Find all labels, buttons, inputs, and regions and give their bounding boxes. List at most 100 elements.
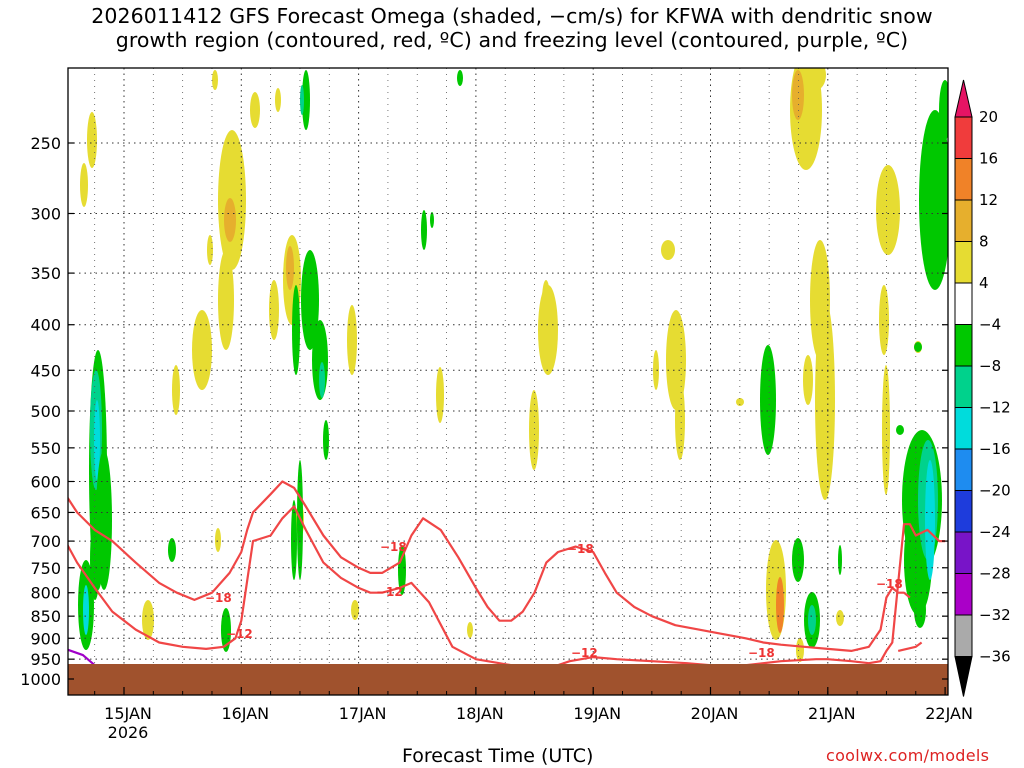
credit-link[interactable]: coolwx.com/models xyxy=(826,746,990,765)
omega-region-yellow xyxy=(347,305,357,375)
omega-region-yellow xyxy=(80,163,88,207)
colorbar-label: −12 xyxy=(979,399,1011,417)
y-tick-label: 400 xyxy=(30,316,61,335)
colorbar-box xyxy=(954,282,973,325)
colorbar-label: 20 xyxy=(979,108,998,126)
omega-region-yellow xyxy=(142,600,154,640)
omega-region-yellow xyxy=(87,112,97,168)
x-tick-label: 19JAN xyxy=(573,704,621,723)
omega-region-yellow xyxy=(542,280,550,320)
colorbar: 20 16 12 8 4 −4 −8 −12 −16 −20 −24 −28 −32 −36 xyxy=(954,79,1011,697)
y-tick-label: 750 xyxy=(30,559,61,578)
omega-region-yellow xyxy=(661,240,675,260)
y-tick-label: 300 xyxy=(30,204,61,223)
x-axis: 15JAN 16JAN 17JAN 18JAN 19JAN 20JAN 21JAN 22JAN… xyxy=(94,687,973,742)
omega-region-yellow xyxy=(275,88,281,112)
omega-region-green xyxy=(168,538,176,562)
contour-label: −12 xyxy=(376,585,403,599)
y-tick-label: 900 xyxy=(30,629,61,648)
ground xyxy=(68,664,948,695)
colorbar-label: −28 xyxy=(979,565,1011,583)
contour-label: −18 xyxy=(748,646,775,660)
title-line-1: 2026011412 GFS Forecast Omega (shaded, −… xyxy=(91,4,933,28)
omega-region-yellow xyxy=(529,390,539,470)
colorbar-label: 8 xyxy=(979,233,989,251)
colorbar-label: −16 xyxy=(979,440,1011,458)
x-tick-label: 22JAN xyxy=(925,704,973,723)
colorbar-box xyxy=(954,573,973,616)
omega-region-cyan xyxy=(83,585,89,635)
omega-region-light_orange xyxy=(792,70,804,120)
contour-line xyxy=(897,641,923,652)
y-tick-label: 350 xyxy=(30,264,61,283)
colorbar-label: −36 xyxy=(979,648,1011,666)
y-tick-label: 950 xyxy=(30,650,61,669)
x-tick-label: 21JAN xyxy=(808,704,856,723)
omega-shading xyxy=(78,68,948,662)
contour-label: −18 xyxy=(876,577,903,591)
colorbar-box xyxy=(954,490,973,533)
omega-region-green xyxy=(939,80,948,140)
omega-region-green xyxy=(457,70,463,86)
omega-region-cyan xyxy=(925,460,935,580)
omega-region-yellow xyxy=(215,528,221,552)
colorbar-box xyxy=(954,158,973,201)
y-tick-label: 850 xyxy=(30,607,61,626)
contour-line xyxy=(68,648,96,667)
omega-region-green xyxy=(292,285,300,375)
colorbar-label: −4 xyxy=(979,316,1001,334)
omega-region-green xyxy=(919,110,948,290)
omega-region-green xyxy=(302,70,310,130)
y-tick-label: 250 xyxy=(30,134,61,153)
x-tick-label: 20JAN xyxy=(691,704,739,723)
contour-label: −18 xyxy=(567,542,594,556)
omega-region-green xyxy=(221,608,231,652)
colorbar-box xyxy=(954,531,973,574)
x-tick-label: 18JAN xyxy=(456,704,504,723)
omega-region-green xyxy=(896,425,904,435)
colorbar-label: −32 xyxy=(979,606,1011,624)
omega-region-yellow xyxy=(467,622,473,638)
contour-label: −18 xyxy=(205,591,232,605)
omega-region-yellow xyxy=(269,280,279,340)
omega-region-green xyxy=(914,592,926,628)
x-axis-label: Forecast Time (UTC) xyxy=(402,745,594,767)
colorbar-box xyxy=(954,614,973,657)
omega-region-green xyxy=(760,345,776,455)
omega-region-yellow xyxy=(250,92,260,128)
omega-region-green xyxy=(838,545,842,575)
omega-region-yellow xyxy=(806,68,826,90)
omega-region-yellow xyxy=(815,300,835,500)
contours: −18 −12 −18 −12 −18 −12 −18 −18 xyxy=(68,480,946,671)
contour-line xyxy=(68,505,946,671)
x-tick-label: 15JAN xyxy=(104,704,152,723)
omega-region-green xyxy=(914,342,922,352)
colorbar-label: −8 xyxy=(979,357,1001,375)
y-tick-label: 800 xyxy=(30,584,61,603)
y-tick-label: 700 xyxy=(30,532,61,551)
colorbar-label: 16 xyxy=(979,150,998,168)
omega-region-yellow xyxy=(212,70,218,90)
y-tick-label: 1000 xyxy=(20,670,61,689)
omega-region-yellow xyxy=(192,310,212,390)
omega-region-light_orange xyxy=(224,198,236,242)
omega-region-orange xyxy=(776,577,784,633)
colorbar-box xyxy=(954,324,973,367)
omega-region-yellow xyxy=(876,165,900,255)
omega-region-teal xyxy=(808,605,816,635)
omega-region-yellow xyxy=(675,380,685,460)
x-year-label: 2026 xyxy=(108,723,149,742)
omega-region-yellow xyxy=(207,235,213,265)
colorbar-bottom-triangle xyxy=(954,656,973,697)
y-tick-label: 600 xyxy=(30,472,61,491)
omega-region-green xyxy=(421,210,427,250)
omega-region-yellow xyxy=(796,638,804,662)
omega-region-teal xyxy=(319,362,325,398)
omega-region-yellow xyxy=(882,365,890,495)
colorbar-box xyxy=(954,448,973,491)
colorbar-box xyxy=(954,407,973,450)
colorbar-label: −20 xyxy=(979,482,1011,500)
omega-region-yellow xyxy=(879,285,889,355)
omega-region-yellow xyxy=(736,398,744,406)
